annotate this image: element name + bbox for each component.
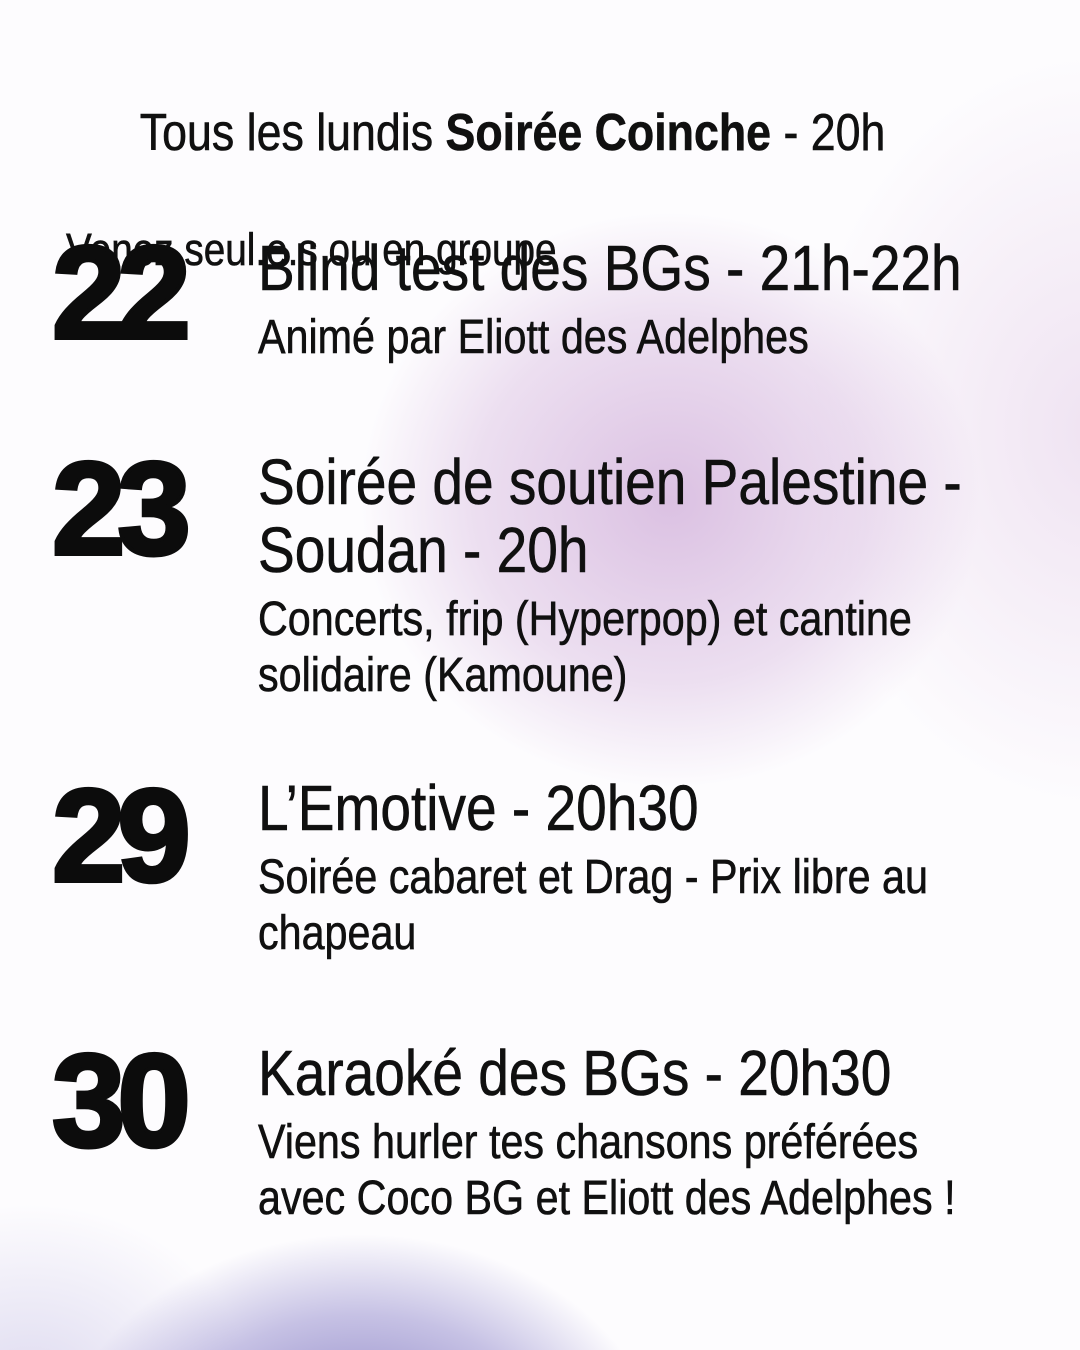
recurring-event-prefix: Tous les lundis — [139, 104, 446, 163]
recurring-event-line: Tous les lundis Soirée Coinche - 20h — [66, 46, 885, 220]
recurring-event-name: Soirée Coinche — [445, 104, 772, 163]
event-subtitle: Soirée cabaret et Drag - Prix libre au c… — [258, 851, 928, 961]
event-title: L’Emotive - 20h30 — [258, 772, 699, 844]
poster-header: Tous les lundis Soirée Coinche - 20h Ven… — [66, 46, 1019, 276]
event-title: Soirée de soutien Palestine - Soudan - 2… — [258, 446, 962, 586]
event-entry: Soirée de soutien Palestine - Soudan - 2… — [258, 448, 1076, 704]
event-day-number: 29 — [50, 762, 193, 909]
event-entry: Blind test des BGs - 21h-22h Animé par E… — [258, 234, 1076, 366]
event-subtitle: Concerts, frip (Hyperpop) et cantine sol… — [258, 593, 912, 703]
event-day-number: 22 — [50, 219, 193, 366]
recurring-event-time: - 20h — [771, 104, 886, 163]
recurring-event-tagline: Venez seul.e.s ou en groupe — [66, 224, 557, 276]
event-entry: Karaoké des BGs - 20h30 Viens hurler tes… — [258, 1039, 1069, 1227]
event-day-number: 23 — [50, 435, 193, 582]
event-subtitle: Viens hurler tes chansons préférées avec… — [258, 1116, 956, 1226]
event-day-number: 30 — [50, 1027, 193, 1174]
event-title: Karaoké des BGs - 20h30 — [258, 1037, 892, 1109]
event-title: Blind test des BGs - 21h-22h — [258, 232, 962, 304]
event-entry: L’Emotive - 20h30 Soirée cabaret et Drag… — [258, 774, 1037, 962]
event-subtitle: Animé par Eliott des Adelphes — [258, 311, 809, 365]
